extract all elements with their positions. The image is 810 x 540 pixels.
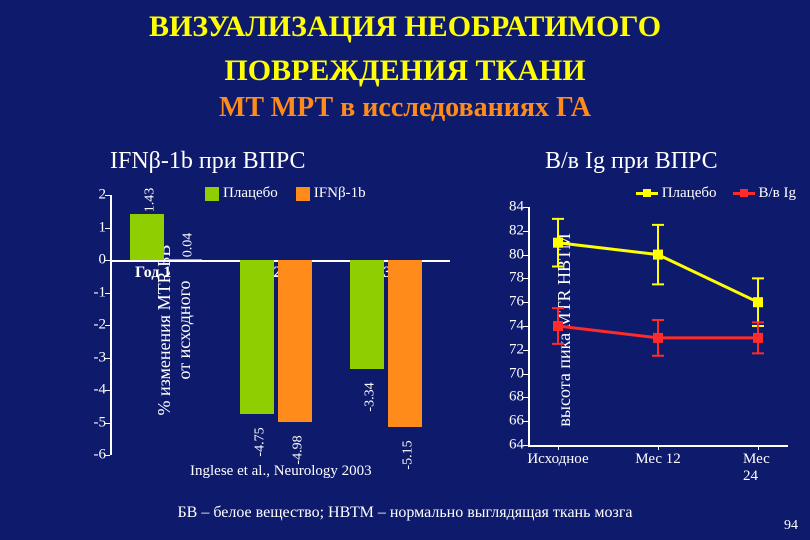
legend-label: В/в Ig <box>759 185 797 201</box>
legend-line-ivig <box>733 192 755 195</box>
bar-plot-area: -6-5-4-3-2-1012Год 11.430.04Год 2-4.75-4… <box>110 195 450 455</box>
line-category-label: Мес 12 <box>635 451 681 468</box>
bar-value-label: 1.43 <box>142 187 158 212</box>
ytick: -1 <box>86 284 106 301</box>
ytick: 80 <box>500 246 524 263</box>
bar <box>130 214 164 260</box>
title-line2: ПОВРЕЖДЕНИЯ ТКАНИ <box>0 44 810 88</box>
bar-category-label: Год 1 <box>135 264 171 282</box>
ytick: -3 <box>86 349 106 366</box>
legend-line-placebo <box>636 192 658 195</box>
bar <box>278 260 312 422</box>
ytick: 76 <box>500 294 524 311</box>
ytick: -6 <box>86 447 106 464</box>
ytick: 64 <box>500 437 524 454</box>
bar <box>350 260 384 369</box>
ytick: 70 <box>500 365 524 382</box>
bar <box>388 260 422 427</box>
ytick: 78 <box>500 270 524 287</box>
legend-label: Плацебо <box>662 185 717 201</box>
ytick: 0 <box>86 252 106 269</box>
ytick: 82 <box>500 222 524 239</box>
ytick: -2 <box>86 317 106 334</box>
ytick: 84 <box>500 199 524 216</box>
ytick: -5 <box>86 414 106 431</box>
ytick: 72 <box>500 341 524 358</box>
bar-value-label: -5.15 <box>401 441 417 470</box>
line-category-label: Мес 24 <box>743 451 773 485</box>
citation: Inglese et al., Neurology 2003 <box>190 463 372 480</box>
title-line1: ВИЗУАЛИЗАЦИЯ НЕОБРАТИМОГО <box>0 0 810 44</box>
line-plot-area: 6466687072747678808284ИсходноеМес 12Мес … <box>528 207 788 445</box>
line-legend: Плацебо В/в Ig <box>636 185 796 202</box>
bar-value-label: -3.34 <box>363 382 379 411</box>
bar-chart: % изменения MTR БВот исходного Плацебо I… <box>50 185 470 475</box>
line-category-label: Исходное <box>527 451 588 468</box>
bar <box>168 259 202 260</box>
right-chart-title: В/в Ig при ВПРС <box>545 148 718 175</box>
slide-number: 94 <box>784 518 798 534</box>
line-svg <box>528 207 788 445</box>
line-chart: высота пика MTR НВТМ Плацебо В/в Ig 6466… <box>480 185 800 475</box>
ytick: 2 <box>86 187 106 204</box>
bar <box>240 260 274 414</box>
bar-value-label: 0.04 <box>180 232 196 257</box>
title-line3: MT МРТ в исследованиях ГА <box>0 92 810 124</box>
ytick: 66 <box>500 413 524 430</box>
left-chart-title: IFNβ-1b при ВПРС <box>110 148 306 175</box>
ytick: 68 <box>500 389 524 406</box>
bar-value-label: -4.75 <box>253 428 269 457</box>
ytick: 1 <box>86 219 106 236</box>
ytick: 74 <box>500 318 524 335</box>
ytick: -4 <box>86 382 106 399</box>
bar-value-label: -4.98 <box>291 435 307 464</box>
footnote: БВ – белое вещество; НВТМ – нормально вы… <box>0 504 810 522</box>
